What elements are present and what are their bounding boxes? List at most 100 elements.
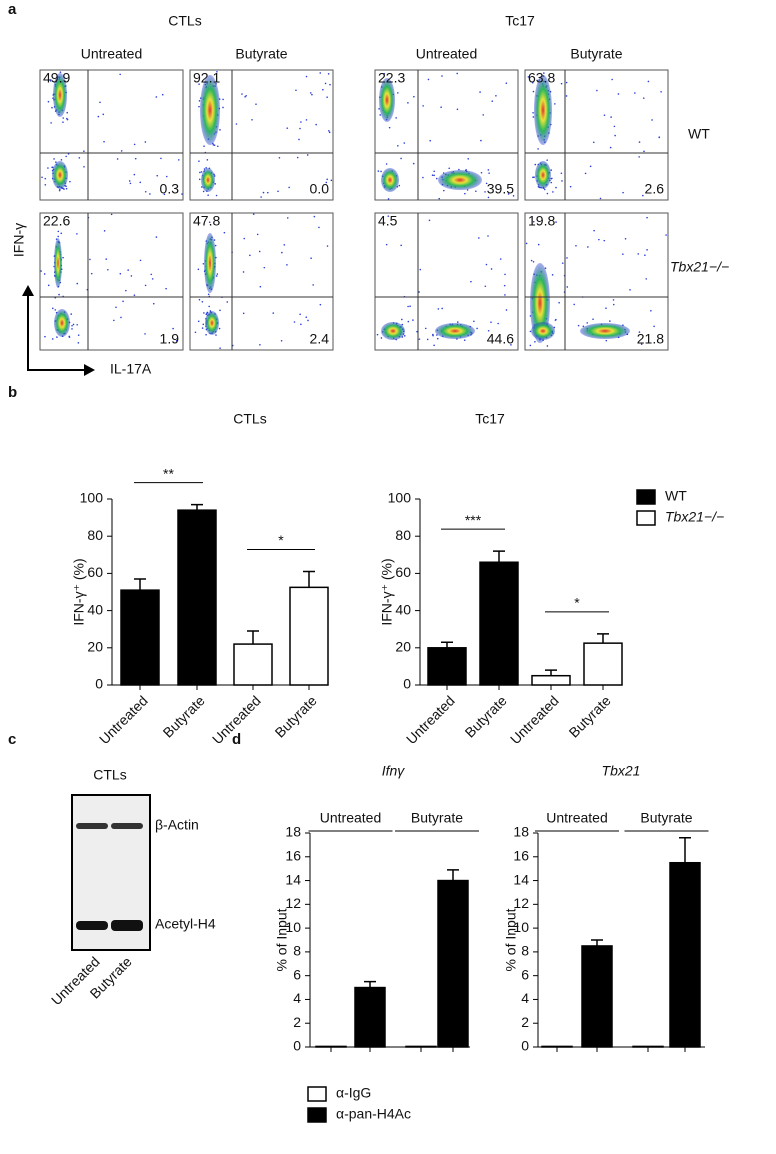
cell-dot — [573, 303, 576, 306]
cell-dot — [272, 312, 275, 314]
cell-dot — [463, 339, 466, 341]
y-tick-label: 40 — [395, 601, 411, 617]
y-tick-label: 0 — [403, 676, 411, 692]
cell-dot — [242, 312, 245, 315]
cell-dot — [637, 253, 640, 255]
cell-dot — [57, 235, 59, 238]
y-axis-label: IFN-γ⁺ (%) — [379, 558, 395, 625]
cell-dot — [596, 89, 598, 92]
cell-dot — [177, 159, 180, 161]
cell-dot — [51, 338, 54, 340]
cell-dot — [484, 285, 487, 288]
significance-label: *** — [465, 512, 482, 528]
cell-dot — [550, 169, 553, 171]
cell-dot — [155, 96, 158, 98]
cell-dot — [280, 339, 283, 342]
density-core — [535, 161, 551, 189]
bar — [479, 561, 519, 686]
cell-dot — [407, 102, 409, 104]
cell-dot — [589, 165, 592, 168]
cell-dot — [134, 157, 137, 160]
cell-dot — [530, 259, 533, 262]
cell-dot — [555, 186, 557, 189]
y-tick-label: 60 — [395, 564, 411, 580]
bar — [289, 586, 329, 686]
quadrant-value: 0.3 — [160, 181, 180, 197]
cell-dot — [544, 267, 547, 269]
cell-dot — [476, 327, 478, 330]
cell-dot — [584, 172, 587, 175]
condition-label: Butyrate — [235, 46, 287, 62]
error-bar — [364, 980, 376, 988]
cell-dot — [69, 180, 71, 183]
cell-dot — [525, 242, 528, 245]
cell-dot — [490, 268, 493, 270]
cell-dot — [512, 195, 515, 197]
cell-dot — [165, 175, 168, 178]
cell-dot — [537, 243, 540, 246]
legend-swatch — [636, 489, 656, 505]
cell-dot — [422, 176, 424, 179]
cell-dot — [407, 305, 409, 308]
band — [111, 920, 143, 931]
error-bar — [545, 669, 557, 676]
cell-dot — [305, 316, 308, 319]
cell-dot — [72, 323, 75, 326]
cell-dot — [510, 344, 512, 346]
cell-dot — [400, 244, 402, 247]
density-core — [201, 168, 215, 192]
cell-dot — [198, 178, 201, 181]
cell-dot — [200, 171, 203, 173]
cell-dot — [537, 148, 539, 150]
cell-dot — [322, 88, 324, 91]
cell-dot — [251, 118, 253, 121]
cell-dot — [480, 139, 482, 142]
cell-dot — [55, 161, 57, 163]
cell-dot — [256, 233, 259, 236]
cell-dot — [318, 226, 320, 229]
cell-dot — [300, 323, 302, 326]
cell-dot — [202, 262, 205, 265]
error-bar — [134, 578, 146, 591]
bar — [669, 861, 701, 1048]
cell-dot — [260, 196, 262, 198]
chart-title: Tc17 — [475, 411, 505, 427]
cell-dot — [198, 160, 200, 162]
x-tick-label: Butyrate — [160, 692, 208, 740]
cell-dot — [379, 114, 381, 116]
error-bar — [441, 641, 453, 648]
cell-dot — [487, 196, 490, 199]
cell-dot — [62, 256, 64, 259]
cell-dot — [441, 307, 443, 310]
error-bar — [597, 633, 609, 644]
cell-dot — [490, 321, 492, 323]
cell-dot — [78, 157, 81, 159]
cell-dot — [202, 323, 205, 326]
error-bar — [447, 869, 459, 881]
cell-dot — [534, 163, 537, 166]
cell-dot — [128, 180, 131, 182]
bar — [427, 647, 467, 686]
cell-dot — [70, 313, 73, 315]
cell-dot — [213, 239, 216, 241]
cell-dot — [235, 123, 238, 125]
cell-dot — [456, 108, 459, 111]
cell-dot — [629, 289, 631, 291]
cell-dot — [552, 191, 554, 193]
cell-dot — [560, 172, 563, 175]
cell-dot — [198, 298, 201, 301]
cell-dot — [47, 284, 50, 287]
legend-label: α-IgG — [336, 1085, 371, 1101]
cell-dot — [286, 217, 289, 219]
cell-dot — [76, 282, 79, 285]
y-tick-label: 6 — [521, 966, 529, 982]
group-label: Untreated — [320, 810, 381, 826]
cell-dot — [569, 185, 572, 188]
cell-dot — [647, 80, 650, 83]
cell-dot — [429, 139, 432, 142]
y-tick-label: 18 — [513, 824, 529, 840]
cell-dot — [401, 318, 403, 321]
cell-dot — [561, 262, 564, 264]
cell-dot — [203, 312, 205, 314]
